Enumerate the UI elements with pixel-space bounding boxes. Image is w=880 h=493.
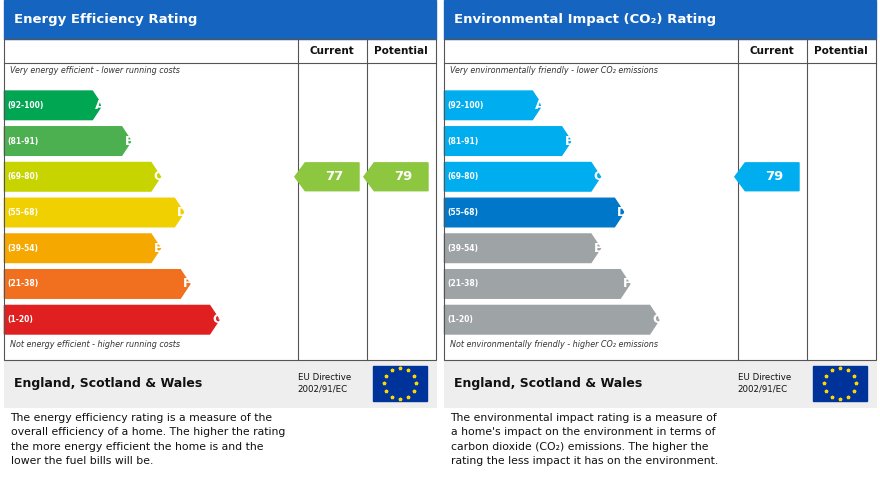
Text: (21-38): (21-38) [8,280,39,288]
Text: EU Directive
2002/91/EC: EU Directive 2002/91/EC [737,373,791,394]
Text: B: B [125,135,134,147]
Text: (69-80): (69-80) [448,172,479,181]
Text: B: B [565,135,574,147]
Bar [4,38,436,360]
Text: C: C [154,170,163,183]
Text: Not energy efficient - higher running costs: Not energy efficient - higher running co… [10,340,180,349]
Polygon shape [444,306,659,334]
Polygon shape [444,127,571,155]
Text: D: D [617,206,627,219]
Text: Energy Efficiency Rating: Energy Efficiency Rating [14,13,197,26]
Text: (39-54): (39-54) [448,244,479,253]
Polygon shape [444,270,630,298]
Text: England, Scotland & Wales: England, Scotland & Wales [454,377,642,390]
Bar [444,38,876,360]
Text: Environmental Impact (CO₂) Rating: Environmental Impact (CO₂) Rating [454,13,716,26]
Text: (55-68): (55-68) [8,208,39,217]
Bar [444,0,876,38]
Text: Not environmentally friendly - higher CO₂ emissions: Not environmentally friendly - higher CO… [450,340,657,349]
Text: 77: 77 [325,170,343,183]
Polygon shape [363,163,428,191]
Text: Potential: Potential [814,46,868,56]
Bar [444,360,876,407]
Text: 79: 79 [765,170,783,183]
Text: Very environmentally friendly - lower CO₂ emissions: Very environmentally friendly - lower CO… [450,66,657,75]
Text: The environmental impact rating is a measure of
a home's impact on the environme: The environmental impact rating is a mea… [451,413,718,466]
Text: D: D [177,206,187,219]
Text: (81-91): (81-91) [8,137,39,145]
Text: (39-54): (39-54) [8,244,39,253]
Polygon shape [444,163,600,191]
Text: (92-100): (92-100) [8,101,44,110]
Text: C: C [594,170,603,183]
Text: A: A [535,99,545,112]
Text: England, Scotland & Wales: England, Scotland & Wales [14,377,202,390]
Polygon shape [4,163,160,191]
Text: (1-20): (1-20) [448,315,473,324]
Text: Very energy efficient - lower running costs: Very energy efficient - lower running co… [10,66,180,75]
Text: G: G [652,313,663,326]
Text: Potential: Potential [374,46,428,56]
Polygon shape [444,234,600,263]
Text: F: F [183,278,192,290]
Bar [4,360,436,407]
Text: G: G [212,313,223,326]
Text: The energy efficiency rating is a measure of the
overall efficiency of a home. T: The energy efficiency rating is a measur… [11,413,285,466]
Bar [4,0,436,38]
Polygon shape [444,91,542,120]
Polygon shape [444,198,624,227]
Text: (1-20): (1-20) [8,315,33,324]
Text: Current: Current [310,46,355,56]
Text: Current: Current [750,46,795,56]
Bar [373,366,427,401]
Text: 79: 79 [394,170,413,183]
Polygon shape [295,163,359,191]
Text: F: F [623,278,632,290]
Text: (21-38): (21-38) [448,280,479,288]
Polygon shape [4,234,160,263]
Text: A: A [95,99,105,112]
Text: (92-100): (92-100) [448,101,484,110]
Polygon shape [4,127,131,155]
Polygon shape [4,306,219,334]
Text: (55-68): (55-68) [448,208,479,217]
Text: E: E [594,242,602,255]
Text: (69-80): (69-80) [8,172,39,181]
Text: EU Directive
2002/91/EC: EU Directive 2002/91/EC [297,373,351,394]
Polygon shape [735,163,799,191]
Polygon shape [4,198,184,227]
Text: E: E [154,242,162,255]
Polygon shape [4,270,190,298]
Text: (81-91): (81-91) [448,137,479,145]
Polygon shape [4,91,102,120]
Bar [813,366,867,401]
